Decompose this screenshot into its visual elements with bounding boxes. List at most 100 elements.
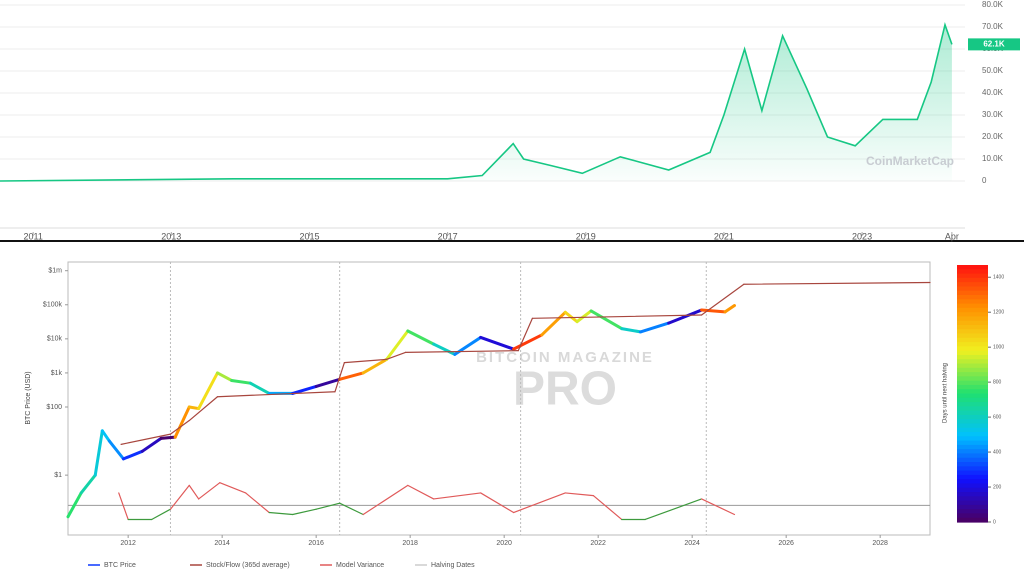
colorbar-swatch [957, 496, 988, 502]
series-segment [512, 333, 544, 351]
colorbar-swatch [957, 329, 988, 335]
legend-label: Stock/Flow (365d average) [206, 562, 290, 569]
colorbar-swatch [957, 427, 988, 433]
colorbar-swatch [957, 453, 988, 459]
colorbar-swatch [957, 414, 988, 420]
series-segment [575, 309, 593, 324]
legend-label: BTC Price [104, 562, 136, 569]
series-segment [245, 492, 270, 514]
series-segment [743, 281, 931, 285]
colorbar-swatch [957, 286, 988, 292]
series-segment [169, 419, 190, 435]
series-segment [517, 317, 533, 352]
series-segment [159, 435, 177, 440]
series-segment [197, 371, 219, 411]
colorbar-swatch [957, 269, 988, 275]
colorbar-swatch [957, 402, 988, 407]
series-segment [121, 449, 144, 461]
x-tick-label: 2015 [299, 231, 319, 241]
colorbar-swatch [957, 342, 988, 347]
y-axis-label: BTC Price (USD) [25, 371, 32, 424]
watermark: CoinMarketCap [866, 154, 954, 168]
series-segment [118, 492, 129, 521]
colorbar-swatch [957, 423, 988, 429]
y-tick-label: 20.0K [982, 132, 1004, 141]
watermark: BITCOIN MAGAZINE [476, 349, 654, 366]
series-segment [644, 498, 703, 521]
y-tick-label: $1m [48, 268, 62, 275]
series-segment [248, 381, 271, 395]
series-segment [169, 484, 190, 510]
x-tick-label: 2013 [161, 231, 181, 241]
y-tick-label: $100 [46, 404, 62, 411]
series-segment [479, 335, 516, 351]
x-tick-label: 2018 [402, 540, 418, 547]
series-segment [480, 492, 515, 514]
colorbar-swatch [957, 290, 988, 296]
series-segment [216, 391, 336, 398]
series-segment [66, 491, 83, 519]
series-segment [338, 371, 365, 381]
last-price-tag [968, 38, 1020, 51]
series-segment [564, 492, 595, 497]
colorbar-swatch [957, 372, 988, 377]
series-segment [700, 498, 736, 516]
colorbar-swatch [957, 380, 988, 386]
colorbar-tick-label: 0 [993, 519, 996, 525]
series-segment [407, 484, 435, 500]
colorbar-swatch [957, 324, 988, 330]
series-segment [315, 502, 341, 510]
series-segment [140, 436, 163, 453]
x-tick-label: 2024 [684, 540, 700, 547]
colorbar-swatch [957, 265, 988, 270]
colorbar-swatch [957, 312, 988, 317]
series-segment [187, 405, 201, 411]
colorbar-swatch [957, 474, 988, 480]
x-tick-label: 2020 [496, 540, 512, 547]
series-segment [386, 351, 407, 360]
colorbar-tick-label: 800 [993, 379, 1002, 385]
colorbar-tick-label: 1200 [993, 310, 1004, 316]
x-tick-label: 2026 [778, 540, 794, 547]
colorbar-swatch [957, 294, 988, 300]
series-segment [433, 492, 482, 500]
colorbar-swatch [957, 462, 988, 467]
x-tick-label: 2023 [852, 231, 872, 241]
last-price-label: 62.1K [983, 39, 1005, 48]
colorbar-swatch [957, 316, 988, 322]
colorbar-swatch [957, 363, 988, 369]
colorbar-swatch [957, 384, 988, 390]
y-tick-label: 50.0K [982, 66, 1004, 75]
y-tick-label: $10k [47, 336, 63, 343]
colorbar-swatch [957, 470, 988, 476]
series-segment [512, 492, 566, 514]
series-segment [432, 342, 457, 356]
colorbar-swatch [957, 479, 988, 485]
colorbar-swatch [957, 509, 988, 515]
colorbar-swatch [957, 376, 988, 382]
series-segment [291, 384, 318, 395]
series-segment [700, 283, 745, 316]
series-segment [385, 329, 410, 361]
legend-label: Model Variance [336, 562, 384, 569]
series-segment [230, 378, 252, 385]
x-tick-label: 2014 [214, 540, 230, 547]
colorbar-swatch [957, 436, 988, 442]
series-segment [406, 329, 436, 346]
series-segment [620, 327, 642, 334]
series-segment [198, 482, 221, 500]
colorbar-swatch [957, 444, 988, 450]
series-segment [638, 321, 671, 334]
x-tick-label: 2012 [120, 540, 136, 547]
series-segment [700, 308, 727, 314]
colorbar-swatch [957, 440, 988, 446]
colorbar-swatch [957, 397, 988, 403]
series-segment [667, 308, 704, 325]
series-segment [540, 310, 567, 337]
series-segment [100, 429, 111, 443]
colorbar-swatch [957, 350, 988, 356]
series-segment [215, 371, 234, 382]
x-tick-label: 2016 [308, 540, 324, 547]
series-segment [362, 484, 409, 516]
